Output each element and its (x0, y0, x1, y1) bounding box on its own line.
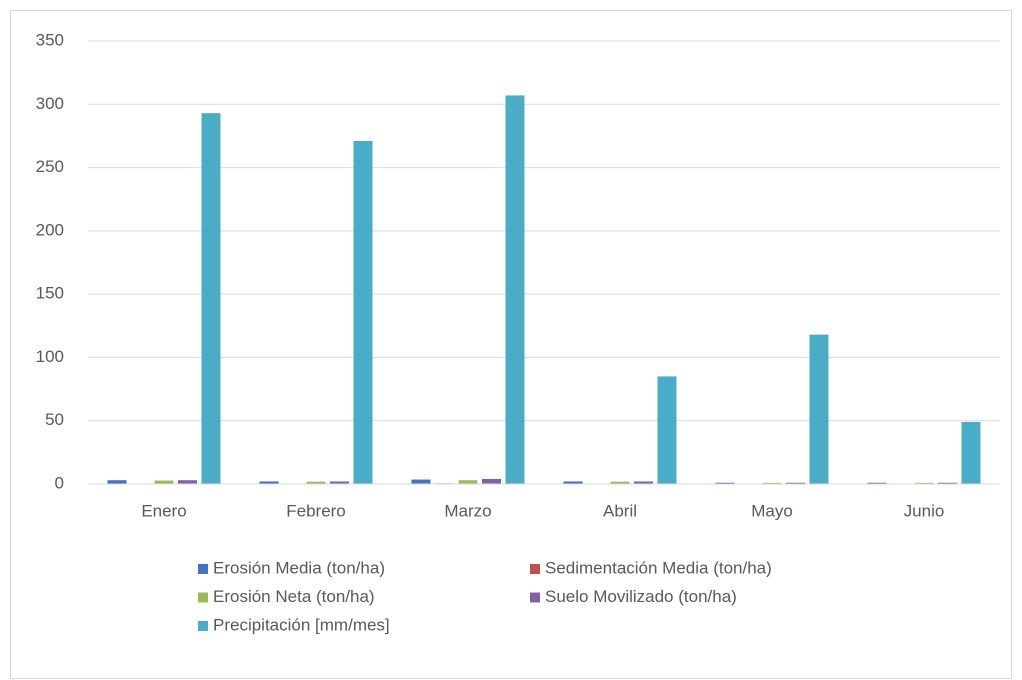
bar (458, 480, 478, 484)
bar (914, 482, 934, 484)
bar (482, 478, 501, 484)
legend-label: Precipitación [mm/mes] (213, 615, 390, 634)
y-tick-label: 300 (36, 94, 64, 113)
legend-swatch (198, 592, 208, 603)
bar (178, 480, 197, 484)
x-tick-label: Junio (904, 501, 945, 520)
y-tick-label: 0 (55, 473, 64, 492)
legend-label: Erosión Neta (ton/ha) (213, 587, 375, 606)
bar (762, 482, 782, 484)
legend-label: Suelo Movilizado (ton/ha) (545, 587, 737, 606)
legend-swatch (530, 592, 540, 603)
legend-swatch (198, 564, 208, 574)
bar (634, 481, 653, 484)
bar (353, 140, 373, 484)
bar (938, 482, 957, 484)
bar (786, 482, 805, 484)
bar (961, 421, 981, 484)
bar (563, 481, 583, 484)
bar (715, 482, 735, 484)
y-tick-label: 100 (36, 347, 64, 366)
y-tick-label: 250 (36, 157, 64, 176)
x-tick-label: Abril (603, 501, 637, 520)
bar (809, 334, 829, 484)
legend-swatch (530, 564, 540, 574)
legend-swatch (198, 621, 208, 631)
y-tick-label: 350 (36, 30, 64, 49)
bar (259, 481, 279, 484)
x-tick-label: Febrero (286, 501, 346, 520)
y-tick-label: 50 (45, 410, 64, 429)
bar (867, 482, 887, 484)
y-tick-label: 200 (36, 220, 64, 239)
x-tick-label: Mayo (751, 501, 793, 520)
legend-label: Sedimentación Media (ton/ha) (545, 558, 772, 577)
x-tick-label: Marzo (444, 501, 491, 520)
bar (154, 480, 174, 484)
bar (330, 481, 349, 484)
bar (505, 95, 525, 484)
bar (107, 480, 127, 484)
legend-label: Erosión Media (ton/ha) (213, 558, 385, 577)
y-tick-label: 150 (36, 284, 64, 303)
bar (306, 481, 326, 484)
bar (201, 113, 221, 484)
bar (657, 376, 677, 484)
bar (610, 481, 630, 484)
bar (411, 479, 431, 484)
x-tick-label: Enero (141, 501, 186, 520)
